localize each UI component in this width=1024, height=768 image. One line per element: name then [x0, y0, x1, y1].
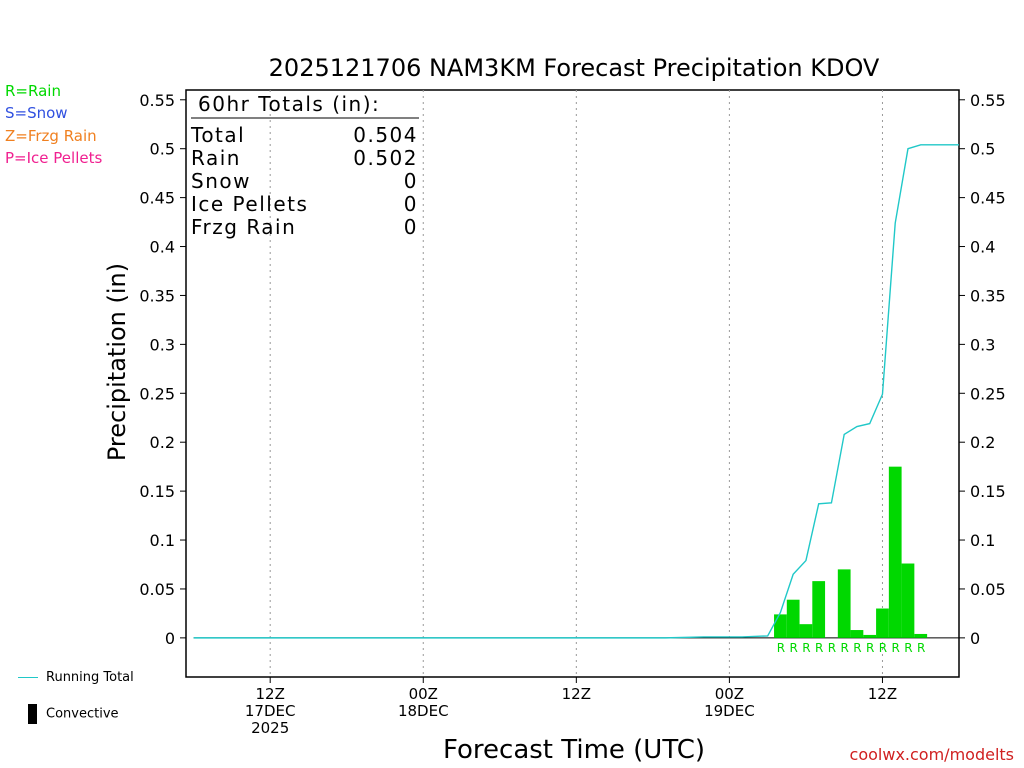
y-tick-label-left: 0: [165, 629, 175, 648]
precip-bar: [786, 599, 800, 638]
convective-label: Convective: [46, 706, 119, 722]
precip-type-label: R: [790, 641, 798, 655]
precip-type-label: R: [815, 641, 823, 655]
running-total-line: [193, 144, 959, 639]
totals-row-label: Rain: [191, 146, 241, 170]
totals-row-value: 0: [404, 215, 418, 239]
y-tick-label-right: 0.1: [970, 531, 995, 550]
y-tick-label-left: 0.5: [150, 140, 175, 159]
running-total-swatch: [18, 677, 38, 678]
x-tick-label: 2025: [251, 719, 289, 737]
precip-bar: [888, 466, 902, 638]
y-tick-label-left: 0.05: [139, 580, 175, 599]
totals-heading: 60hr Totals (in):: [198, 92, 380, 116]
y-tick-label-right: 0.15: [970, 482, 1006, 501]
credit-link[interactable]: coolwx.com/modelts: [849, 745, 1014, 764]
x-axis-label: Forecast Time (UTC): [443, 735, 705, 765]
precip-bar: [837, 569, 851, 638]
y-tick-label-left: 0.15: [139, 482, 175, 501]
plot-frame: [185, 89, 960, 678]
x-tick-label: 00Z: [715, 685, 744, 703]
y-tick-label-right: 0: [970, 629, 980, 648]
precip-type-label: R: [892, 641, 900, 655]
precip-type-label: R: [866, 641, 874, 655]
precip-type-label: R: [904, 641, 912, 655]
precip-bar: [774, 614, 787, 638]
y-tick-label-left: 0.45: [139, 189, 175, 208]
y-tick-label-left: 0.35: [139, 286, 175, 305]
y-tick-label-right: 0.5: [970, 140, 995, 159]
y-tick-label-left: 0.55: [139, 91, 175, 110]
chart-title: 2025121706 NAM3KM Forecast Precipitation…: [269, 54, 880, 82]
x-tick-label: 12Z: [562, 685, 591, 703]
y-tick-label-right: 0.45: [970, 189, 1006, 208]
precip-type-label: R: [841, 641, 849, 655]
precip-bar: [850, 630, 864, 638]
y-tick-label-right: 0.55: [970, 91, 1006, 110]
y-tick-label-right: 0.05: [970, 580, 1006, 599]
y-tick-label-right: 0.35: [970, 286, 1006, 305]
totals-row-value: 0: [404, 169, 418, 193]
y-tick-label-left: 0.3: [150, 335, 175, 354]
legend-frzg-rain: Z=Frzg Rain: [5, 127, 97, 145]
precip-bar: [901, 563, 915, 638]
running-total-label: Running Total: [46, 670, 134, 685]
convective-legend: Convective: [28, 704, 119, 724]
totals-row-value: 0.502: [353, 146, 418, 170]
x-tick-label: 12Z: [256, 685, 285, 703]
y-tick-label-left: 0.1: [150, 531, 175, 550]
totals-row-label: Frzg Rain: [191, 215, 296, 239]
y-tick-label-left: 0.25: [139, 384, 175, 403]
totals-row-label: Ice Pellets: [191, 192, 308, 216]
x-tick-label: 12Z: [868, 685, 897, 703]
convective-swatch: [28, 704, 37, 724]
precip-type-label: R: [917, 641, 925, 655]
precip-type-label: R: [879, 641, 887, 655]
totals-row-value: 0.504: [353, 123, 418, 147]
x-tick-label: 18DEC: [398, 702, 449, 720]
x-tick-label: 17DEC: [245, 702, 296, 720]
precip-type-label: R: [802, 641, 810, 655]
y-axis-label: Precipitation (in): [103, 263, 131, 461]
legend-ice-pellets: P=Ice Pellets: [5, 149, 103, 167]
y-tick-label-right: 0.3: [970, 335, 995, 354]
precip-bar: [876, 608, 889, 638]
precip-type-label: R: [777, 641, 785, 655]
precip-type-label: R: [828, 641, 836, 655]
totals-row-label: Snow: [191, 169, 251, 193]
y-tick-label-right: 0.25: [970, 384, 1006, 403]
precip-type-label: R: [853, 641, 861, 655]
x-tick-label: 19DEC: [704, 702, 755, 720]
y-tick-label-right: 0.4: [970, 238, 995, 257]
totals-row-label: Total: [190, 123, 245, 147]
totals-row-value: 0: [404, 192, 418, 216]
y-tick-label-right: 0.2: [970, 433, 995, 452]
running-total-legend: Running Total: [18, 670, 134, 685]
precip-bar: [863, 634, 877, 638]
y-tick-label-left: 0.2: [150, 433, 175, 452]
precip-bar: [914, 633, 928, 638]
legend-rain: R=Rain: [5, 82, 61, 100]
y-tick-label-left: 0.4: [150, 238, 175, 257]
precip-bar: [799, 624, 813, 638]
x-tick-label: 00Z: [409, 685, 438, 703]
legend-snow: S=Snow: [5, 104, 68, 122]
precip-bar: [812, 581, 826, 638]
